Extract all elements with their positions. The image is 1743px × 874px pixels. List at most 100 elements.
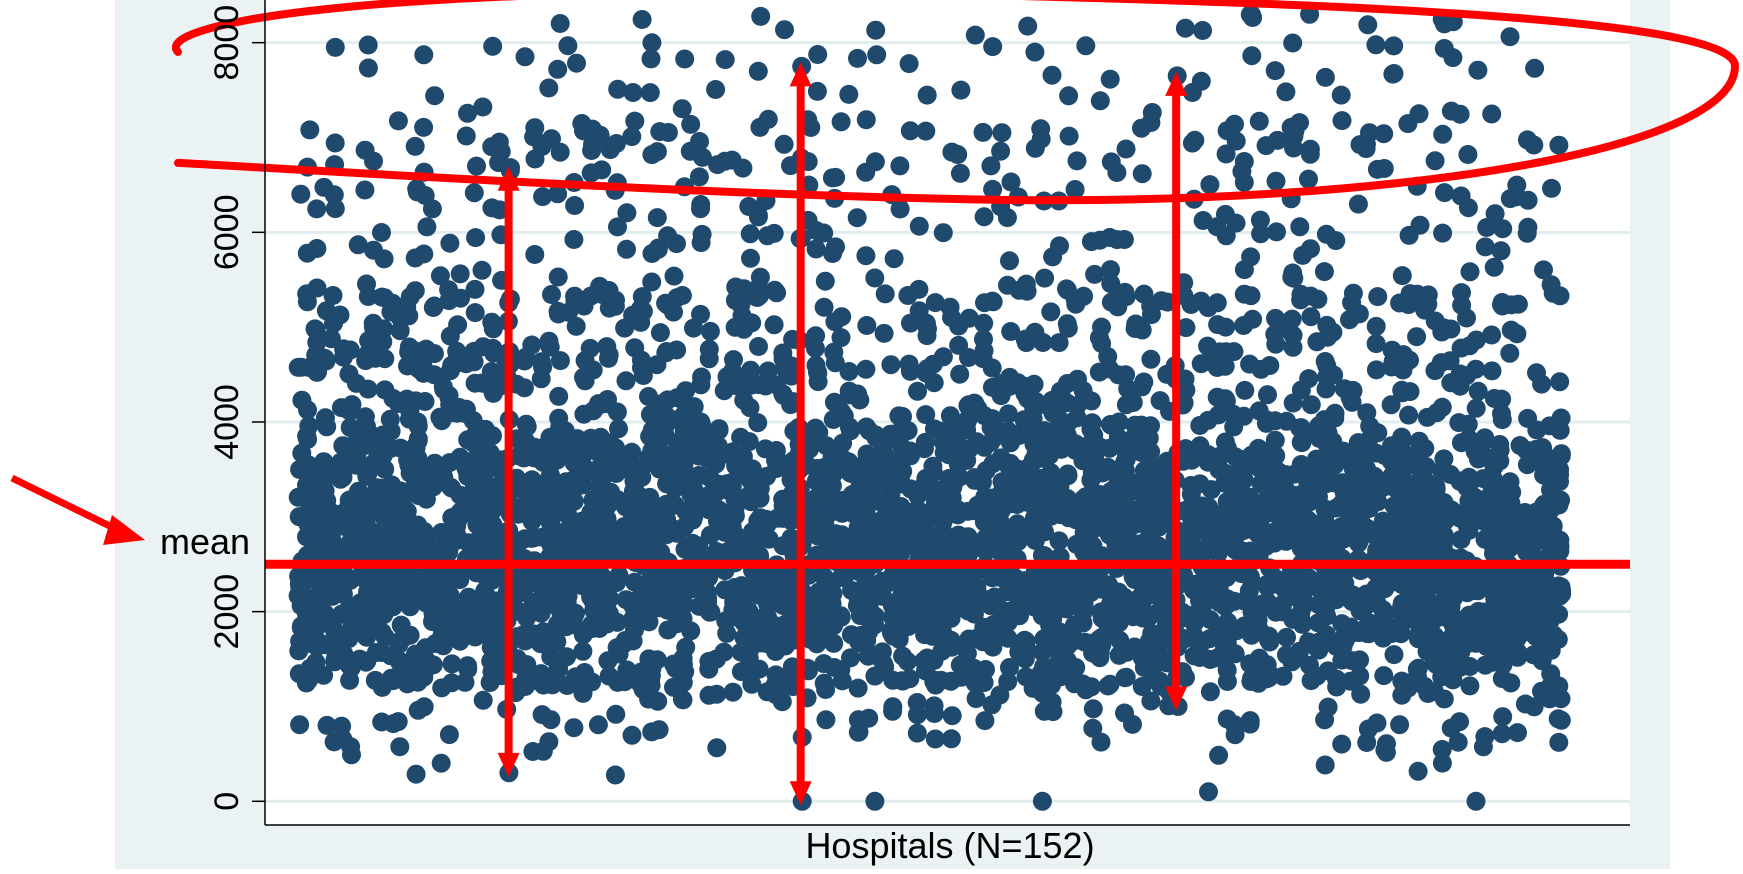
data-point	[933, 223, 953, 243]
data-point	[934, 479, 954, 499]
data-point	[1133, 481, 1153, 501]
data-point	[1065, 180, 1085, 199]
data-point	[515, 47, 535, 67]
data-point	[317, 715, 337, 735]
data-point	[590, 479, 610, 499]
data-point	[824, 633, 844, 653]
data-point	[816, 436, 836, 456]
data-point	[1492, 724, 1512, 744]
data-point	[1415, 300, 1435, 320]
data-point	[1192, 572, 1212, 592]
range-arrowhead-bottom	[1165, 686, 1188, 711]
data-point	[1392, 266, 1412, 286]
data-point	[1450, 104, 1470, 124]
data-point	[1049, 333, 1069, 353]
data-point	[640, 594, 660, 614]
data-point	[599, 345, 619, 365]
data-point	[825, 353, 845, 373]
data-point	[1548, 709, 1568, 729]
data-point	[467, 156, 486, 176]
data-point	[1482, 104, 1502, 124]
data-point	[856, 162, 876, 182]
data-point	[623, 83, 643, 102]
data-point	[1424, 652, 1444, 672]
data-point	[1067, 151, 1087, 171]
data-point	[541, 581, 561, 601]
data-point	[691, 199, 710, 219]
data-point	[1139, 631, 1159, 651]
data-point	[1032, 791, 1052, 811]
data-point	[1323, 322, 1343, 342]
data-point	[1348, 433, 1368, 453]
data-point	[1368, 287, 1388, 307]
data-point	[1115, 490, 1134, 510]
data-point	[1340, 310, 1359, 330]
data-point	[1534, 260, 1553, 280]
data-point	[925, 729, 945, 749]
data-point	[414, 45, 434, 65]
data-point	[1376, 742, 1396, 762]
data-point	[450, 351, 469, 371]
data-point	[1000, 376, 1020, 396]
data-point	[756, 509, 776, 529]
data-point	[1234, 260, 1254, 280]
data-point	[1142, 653, 1162, 673]
data-point	[699, 651, 719, 671]
data-point	[1357, 403, 1377, 423]
data-point	[1000, 251, 1019, 271]
data-point	[700, 498, 720, 518]
data-point	[1184, 540, 1204, 560]
data-point	[915, 432, 935, 452]
data-point	[741, 492, 761, 512]
data-point	[847, 208, 867, 228]
data-point	[1157, 490, 1177, 510]
data-point	[307, 199, 327, 219]
data-point	[1340, 671, 1360, 691]
data-point	[1051, 381, 1070, 401]
data-point	[823, 244, 843, 263]
data-point	[1259, 668, 1279, 688]
data-point	[548, 493, 568, 513]
data-point	[408, 359, 428, 379]
data-point	[916, 405, 936, 425]
data-point	[1432, 753, 1452, 773]
data-point	[339, 503, 359, 523]
data-point	[1434, 39, 1454, 58]
data-point	[1024, 399, 1044, 419]
data-point	[1032, 468, 1051, 488]
data-point	[1532, 651, 1552, 671]
data-point	[742, 313, 762, 333]
data-point	[992, 123, 1012, 143]
data-point	[889, 406, 909, 426]
outlier-annotation	[172, 0, 1740, 205]
data-point	[758, 607, 778, 627]
data-point	[951, 80, 971, 100]
data-point	[1176, 380, 1196, 400]
data-point	[833, 493, 853, 513]
data-point	[514, 351, 534, 371]
data-point	[650, 323, 670, 343]
data-point	[456, 126, 476, 146]
data-point	[1181, 476, 1201, 495]
data-point	[375, 380, 395, 400]
data-point	[406, 764, 426, 784]
data-point	[355, 140, 375, 160]
data-point	[458, 430, 478, 450]
data-point	[424, 296, 444, 316]
data-point	[1265, 61, 1285, 81]
data-point	[1265, 411, 1285, 431]
data-point	[1215, 356, 1235, 376]
data-point	[664, 266, 684, 286]
data-point	[590, 125, 610, 145]
data-point	[1215, 647, 1235, 667]
data-point	[380, 597, 400, 617]
data-point	[949, 335, 969, 355]
data-point	[1243, 309, 1263, 329]
data-point	[1193, 21, 1213, 40]
data-point	[941, 671, 961, 691]
data-point	[1492, 389, 1512, 409]
data-point	[1065, 571, 1085, 591]
data-point	[517, 417, 537, 437]
data-point	[641, 670, 661, 690]
data-point	[605, 765, 625, 785]
